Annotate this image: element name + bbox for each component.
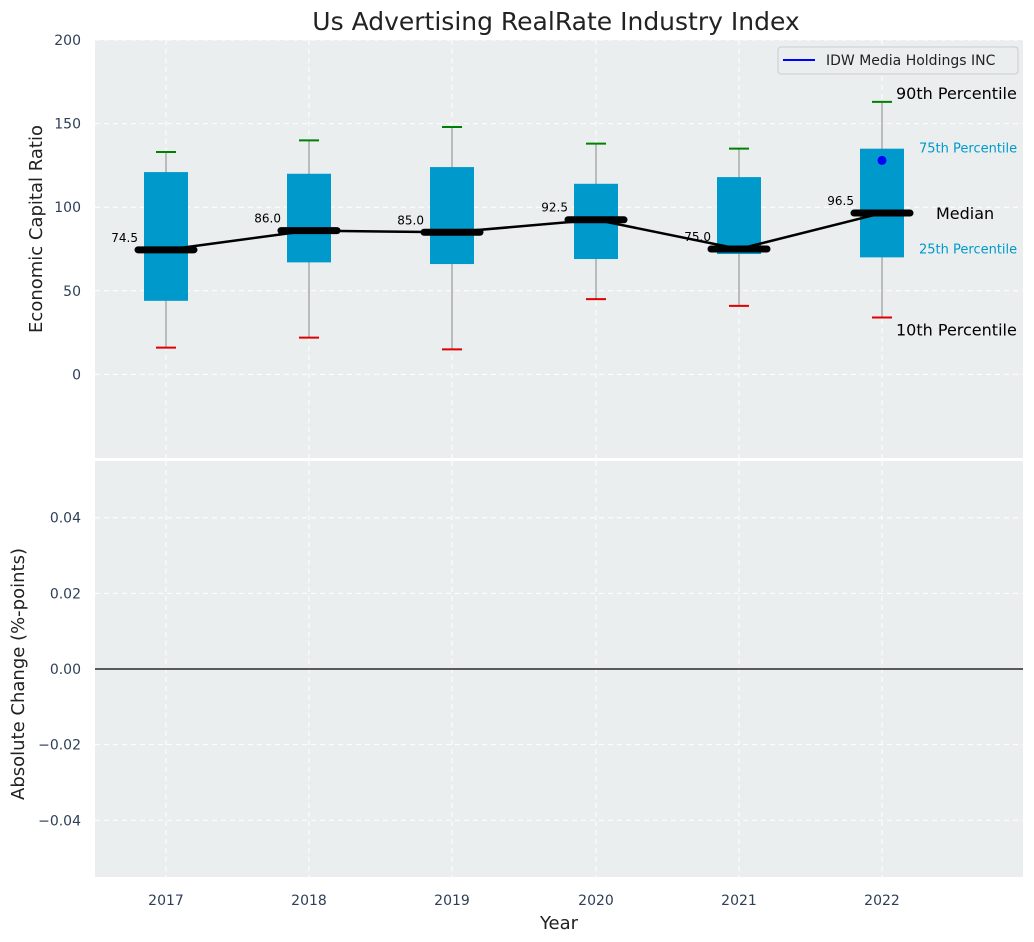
legend-entry: IDW Media Holdings INC (826, 53, 996, 69)
bottom-y-tick-label: −0.02 (38, 738, 81, 754)
legend: IDW Media Holdings INC (777, 46, 1019, 75)
top-y-axis-label: Economic Capital Ratio (26, 125, 47, 333)
x-tick-label: 2018 (291, 893, 327, 909)
x-tick-label: 2017 (148, 893, 184, 909)
iqr-boxes (144, 148, 904, 301)
x-tick-label: 2020 (578, 893, 614, 909)
x-ticks: 2017 2018 2019 2020 2021 2022 (148, 893, 900, 909)
top-y-tick-label: 50 (63, 284, 81, 300)
top-y-ticks: 0 50 100 150 200 (54, 33, 81, 383)
annotation-median: Median (936, 204, 994, 223)
company-point (877, 155, 887, 165)
iqr-box (430, 167, 474, 265)
whisker-caps (156, 100, 892, 351)
top-y-tick-label: 0 (72, 367, 81, 383)
annotation-p75: 75th Percentile (919, 142, 1017, 157)
iqr-box (144, 172, 188, 301)
company-points (877, 155, 887, 165)
median-label: 75.0 (684, 230, 711, 244)
x-tick-label: 2021 (721, 893, 757, 909)
median-label: 86.0 (254, 212, 281, 226)
median-label: 96.5 (827, 194, 854, 208)
x-axis-label: Year (539, 913, 579, 934)
median-bars (134, 209, 914, 254)
iqr-box (860, 148, 904, 258)
percentile-annotations: 90th Percentile 75th Percentile Median 25th… (896, 84, 1017, 340)
median-label: 85.0 (397, 213, 424, 227)
top-y-tick-label: 200 (54, 33, 81, 49)
top-y-tick-label: 100 (54, 200, 81, 216)
median-label: 92.5 (541, 201, 568, 215)
legend-box (777, 46, 1019, 75)
median-labels: 74.5 86.0 85.0 92.5 75.0 96.5 (111, 194, 854, 245)
annotation-p10: 10th Percentile (896, 321, 1017, 340)
bottom-y-tick-label: −0.04 (38, 813, 81, 829)
iqr-box (717, 177, 761, 255)
bottom-y-ticks: −0.04 −0.02 0.00 0.02 0.04 (38, 511, 81, 830)
bottom-y-tick-label: 0.04 (50, 511, 81, 527)
iqr-box (287, 173, 331, 263)
bottom-y-tick-label: 0.00 (50, 662, 81, 678)
bottom-y-tick-label: 0.02 (50, 586, 81, 602)
annotation-p90: 90th Percentile (896, 84, 1017, 103)
annotation-p25: 25th Percentile (919, 242, 1017, 257)
chart-title: Us Advertising RealRate Industry Index (312, 7, 799, 36)
x-tick-label: 2022 (864, 893, 900, 909)
top-panel: 74.5 86.0 85.0 92.5 75.0 96.5 90th Percentile… (26, 7, 1023, 458)
bottom-y-axis-label: Absolute Change (%-points) (8, 548, 29, 800)
x-tick-label: 2019 (434, 893, 470, 909)
median-label: 74.5 (111, 231, 138, 245)
bottom-panel: −0.04−0.020.000.020.04 2017 2018 2019 2020 2… (8, 461, 1023, 934)
top-y-tick-label: 150 (54, 117, 81, 133)
